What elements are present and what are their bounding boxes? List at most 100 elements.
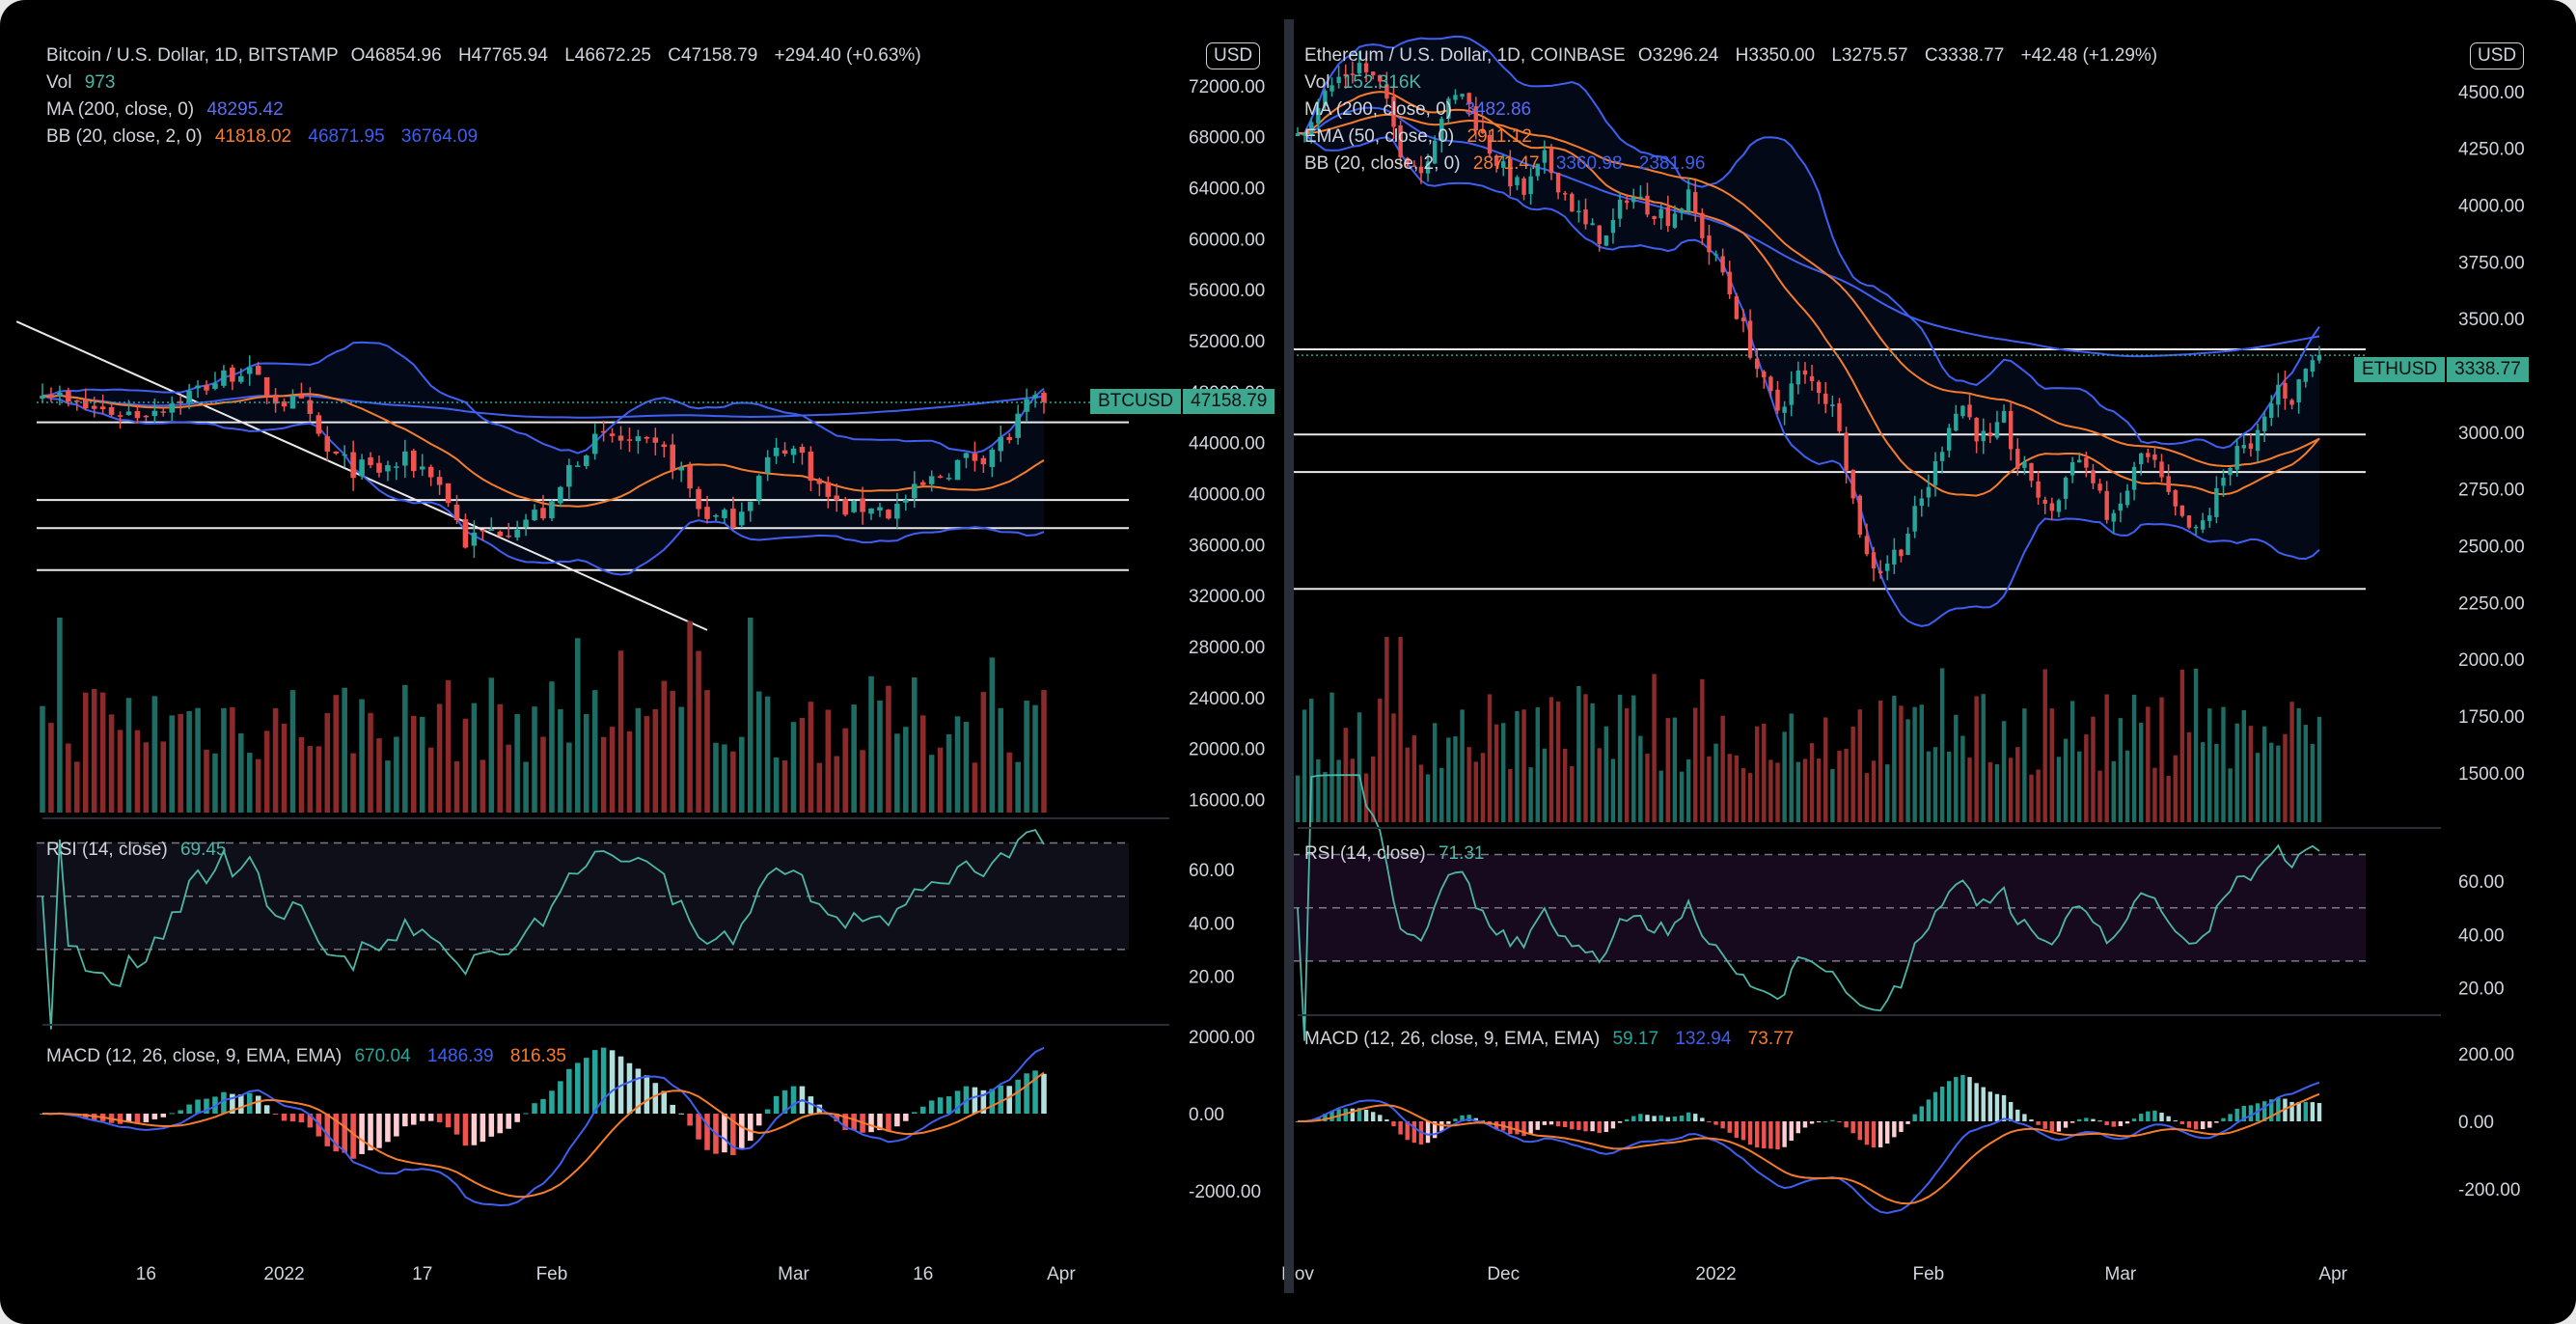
btc-volume-bar <box>480 759 486 813</box>
btc-volume-bar <box>678 706 684 813</box>
eth-volume-bar <box>1700 678 1705 822</box>
eth-macd-hist-bar <box>2124 1121 2130 1124</box>
btc-volume-bar <box>834 756 840 813</box>
eth-candle-body <box>1762 371 1767 378</box>
eth-volume-bar <box>2084 734 2089 822</box>
eth-price-tick: 4250.00 <box>2458 140 2525 160</box>
eth-bb-lower-line <box>1297 132 2320 627</box>
btc-candle-body <box>255 366 261 375</box>
eth-candle-body <box>1789 383 1794 405</box>
eth-macd-hist-bar <box>1645 1115 1650 1121</box>
btc-macd-line <box>41 1046 1045 1207</box>
eth-candle-body <box>2015 449 2020 469</box>
eth-rsi-line <box>1297 774 2320 1041</box>
btc-candle <box>919 480 926 486</box>
btc-candle-body <box>488 529 495 532</box>
eth-macd-hist-bar <box>1597 1121 1602 1134</box>
eth-volume-bar <box>2022 708 2027 822</box>
eth-candle-body <box>2200 520 2206 530</box>
eth-volume-bar <box>2316 716 2322 822</box>
btc-candle <box>894 492 900 529</box>
eth-candle-body <box>2077 459 2082 463</box>
eth-candle <box>2193 524 2199 536</box>
eth-low: L3275.57 <box>1831 45 1908 66</box>
eth-macd-hist-bar <box>1391 1121 1396 1127</box>
eth-volume-bar <box>2077 751 2082 822</box>
eth-volume-bar <box>2289 702 2294 822</box>
eth-macd-hist-bar <box>2221 1117 2226 1121</box>
btc-price-tick: 72000.00 <box>1189 77 1265 97</box>
eth-volume-bar <box>1912 706 1917 822</box>
eth-candle-body <box>1734 295 1740 319</box>
eth-candle-body <box>2036 481 2041 498</box>
btc-volume-bar <box>238 732 244 813</box>
eth-x-tick: Mar <box>2105 1264 2137 1284</box>
eth-currency-button[interactable]: USD <box>2470 42 2525 69</box>
eth-candle <box>2063 476 2069 510</box>
btc-candle <box>747 501 754 522</box>
eth-candle <box>1974 417 1979 454</box>
eth-candle-body <box>1610 220 1616 234</box>
eth-volume-bar <box>1905 719 1910 822</box>
eth-candle <box>1892 538 1897 574</box>
eth-volume-bar <box>1350 759 1356 822</box>
eth-volume-bar <box>2173 755 2178 822</box>
eth-candle-body <box>1994 422 2000 438</box>
btc-candle-body <box>178 400 183 403</box>
btc-candle <box>497 530 504 538</box>
btc-macd-hist: 670.04 <box>354 1046 411 1066</box>
eth-volume-bar <box>2118 718 2124 822</box>
btc-candle <box>989 447 996 478</box>
btc-macd-hist-bar <box>755 1114 762 1126</box>
eth-macd-hist-bar <box>1685 1112 1691 1121</box>
eth-candle-body <box>2111 512 2116 522</box>
eth-volume-bar <box>2283 733 2288 822</box>
btc-macd-hist-bar <box>402 1114 408 1127</box>
btc-macd-hist-bar <box>868 1114 874 1133</box>
eth-candle <box>1844 427 1849 484</box>
btc-candle-body <box>125 411 132 416</box>
btc-macd-hist-bar <box>169 1113 175 1115</box>
eth-candle-body <box>1617 199 1623 219</box>
eth-macd-hist-bar <box>2118 1121 2124 1126</box>
eth-candle <box>2303 368 2308 388</box>
btc-volume-bar <box>186 710 192 813</box>
btc-macd-hist-bar <box>1015 1079 1021 1114</box>
btc-candle <box>600 420 607 442</box>
eth-macd-hist-bar <box>1926 1099 1932 1121</box>
btc-candle-body <box>350 452 356 479</box>
eth-candle <box>1329 77 1334 97</box>
btc-macd-hist-bar <box>333 1114 340 1152</box>
eth-candle-body <box>1926 486 1932 498</box>
eth-candle-body <box>2303 369 2308 382</box>
eth-macd-hist-bar <box>2063 1121 2069 1128</box>
eth-candle-body <box>2283 382 2288 399</box>
eth-candle <box>1535 163 1540 181</box>
eth-volume-bar <box>1610 759 1616 822</box>
eth-macd-hist-bar <box>1939 1087 1945 1121</box>
eth-candle-body <box>2124 490 2130 506</box>
eth-volume-bar <box>1939 668 1945 822</box>
eth-candle-body <box>1912 506 1917 532</box>
eth-candle-body <box>2179 505 2185 516</box>
eth-volume-bar <box>1384 637 1389 822</box>
eth-macd-hist-bar <box>1665 1117 1671 1121</box>
btc-currency-button[interactable]: USD <box>1206 42 1261 69</box>
eth-candle <box>2104 481 2109 524</box>
eth-volume-bar <box>1919 704 1924 822</box>
eth-ma-label: MA (200, close, 0) <box>1304 99 1453 120</box>
btc-candle-body <box>436 477 443 485</box>
eth-candle-body <box>1857 495 1863 536</box>
eth-volume-bar <box>1494 724 1499 822</box>
btc-candle <box>877 503 883 517</box>
btc-volume-bar <box>868 676 874 813</box>
eth-candle-body <box>2276 384 2281 405</box>
btc-volume-bar <box>402 684 408 813</box>
btc-high: H47765.94 <box>457 45 548 66</box>
eth-candle-body <box>1720 256 1725 273</box>
btc-volume-bar <box>221 707 227 813</box>
eth-volume-bar <box>1857 709 1863 822</box>
eth-macd-hist-bar <box>1768 1121 1773 1149</box>
btc-candle-body <box>773 447 780 456</box>
eth-candle-body <box>1528 176 1533 195</box>
